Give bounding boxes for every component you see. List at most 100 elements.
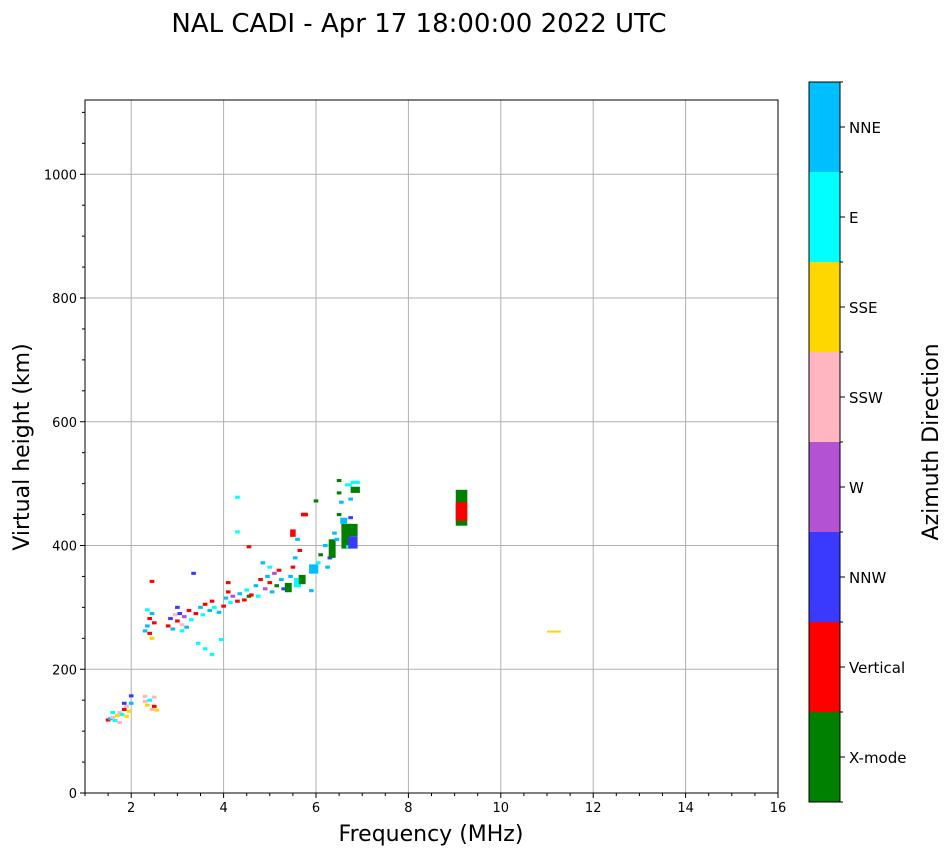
colorbar-swatch-sse <box>809 262 840 352</box>
data-point-nne <box>309 589 314 593</box>
data-point-e <box>188 618 194 622</box>
data-point-e <box>212 605 217 609</box>
y-tick-label: 600 <box>52 416 77 431</box>
data-point-e <box>235 530 240 534</box>
colorbar-swatch-vertical <box>809 622 840 712</box>
data-point-nne <box>292 556 298 560</box>
data-point-ssw <box>179 623 185 627</box>
data-point-vertical <box>267 581 273 585</box>
data-marks <box>105 478 561 725</box>
data-point-nne <box>253 584 259 588</box>
data-point-vertical <box>147 631 152 635</box>
colorbar-swatch-w <box>809 442 840 532</box>
data-point-vertical <box>455 502 468 521</box>
data-point-e <box>147 698 152 702</box>
data-point-nne <box>322 543 328 548</box>
data-point-x-mode <box>318 553 323 557</box>
data-point-vertical <box>149 579 155 583</box>
data-point-vertical <box>300 512 308 517</box>
colorbar-label-sse: SSE <box>849 299 878 317</box>
data-point-vertical <box>297 548 303 552</box>
data-point-e <box>294 577 301 588</box>
data-point-ssw <box>124 704 129 708</box>
data-point-nne <box>184 625 189 629</box>
data-point-x-mode <box>313 499 319 503</box>
data-point-sse <box>115 714 120 718</box>
data-point-vertical <box>165 624 171 628</box>
colorbar-label-ssw: SSW <box>849 389 883 407</box>
data-point-vertical <box>258 577 263 582</box>
data-point-nne <box>149 612 155 616</box>
data-point-vertical <box>151 704 157 708</box>
data-point-vertical <box>121 707 127 712</box>
x-tick-label: 6 <box>312 801 320 816</box>
data-point-ssw <box>117 720 122 725</box>
data-point-x-mode <box>284 582 292 593</box>
colorbar-label-e: E <box>849 209 858 227</box>
data-point-e <box>202 647 208 651</box>
data-point-x-mode <box>341 523 351 549</box>
data-point-nnw <box>348 516 353 520</box>
data-point-ssw <box>172 613 178 617</box>
data-point-nne <box>142 629 148 633</box>
data-point-w <box>230 594 236 598</box>
chart-title: NAL CADI - Apr 17 18:00:00 2022 UTC <box>171 9 666 39</box>
x-tick-label: 4 <box>219 801 227 816</box>
x-tick-label: 2 <box>127 801 135 816</box>
data-point-e <box>350 480 360 484</box>
data-point-x-mode <box>274 584 280 588</box>
colorbar-label-vertical: Vertical <box>849 659 905 677</box>
colorbar-swatch-nne <box>809 82 840 172</box>
data-point-nnw <box>191 571 196 575</box>
data-point-e <box>244 588 250 592</box>
data-point-ssw <box>142 699 148 703</box>
data-point-nne <box>348 497 353 501</box>
data-point-vertical <box>175 619 180 623</box>
x-tick-label: 16 <box>770 801 787 816</box>
colorbar-swatch-e <box>809 172 840 262</box>
data-point-nne <box>325 565 330 569</box>
data-point-nne <box>334 537 340 541</box>
data-point-vertical <box>290 565 296 569</box>
colorbar-label-x-mode: X-mode <box>849 749 906 767</box>
data-point-nnw <box>348 536 358 549</box>
x-tick-label: 12 <box>585 801 602 816</box>
y-tick-label: 1000 <box>44 168 77 183</box>
data-point-nne <box>170 627 176 631</box>
data-point-nne <box>145 624 150 628</box>
data-point-nne <box>295 537 300 541</box>
y-tick-label: 800 <box>52 292 77 307</box>
data-point-nne <box>269 590 275 594</box>
data-point-nne <box>216 610 222 614</box>
data-point-nne <box>279 577 284 582</box>
colorbar-label-nne: NNE <box>849 119 881 137</box>
data-point-e <box>255 594 261 598</box>
data-point-w <box>262 587 268 591</box>
colorbar-label-w: W <box>849 479 864 497</box>
data-point-e <box>209 652 215 656</box>
data-point-vertical <box>147 616 152 621</box>
data-point-x-mode <box>336 478 342 483</box>
data-point-sse <box>547 630 561 633</box>
data-point-nnw <box>175 605 180 609</box>
data-point-e <box>195 641 201 645</box>
data-point-vertical <box>209 599 215 603</box>
data-point-e <box>200 613 206 617</box>
data-point-e <box>344 483 352 487</box>
y-tick-label: 400 <box>52 540 77 555</box>
data-point-e <box>228 600 233 604</box>
data-point-vertical <box>186 608 192 613</box>
data-point-vertical <box>225 590 231 594</box>
data-point-vertical <box>246 545 252 549</box>
data-point-x-mode <box>336 491 342 495</box>
data-point-x-mode <box>336 513 342 517</box>
y-tick-label: 200 <box>52 663 77 678</box>
data-point-vertical <box>290 529 296 537</box>
data-point-nne <box>265 574 270 578</box>
data-point-vertical <box>249 593 254 597</box>
data-point-ssw <box>117 711 122 715</box>
data-point-e <box>179 629 185 633</box>
colorbar: X-mode Vertical NNW W SSW SSE E NNE <box>808 81 906 803</box>
grid <box>85 100 779 793</box>
